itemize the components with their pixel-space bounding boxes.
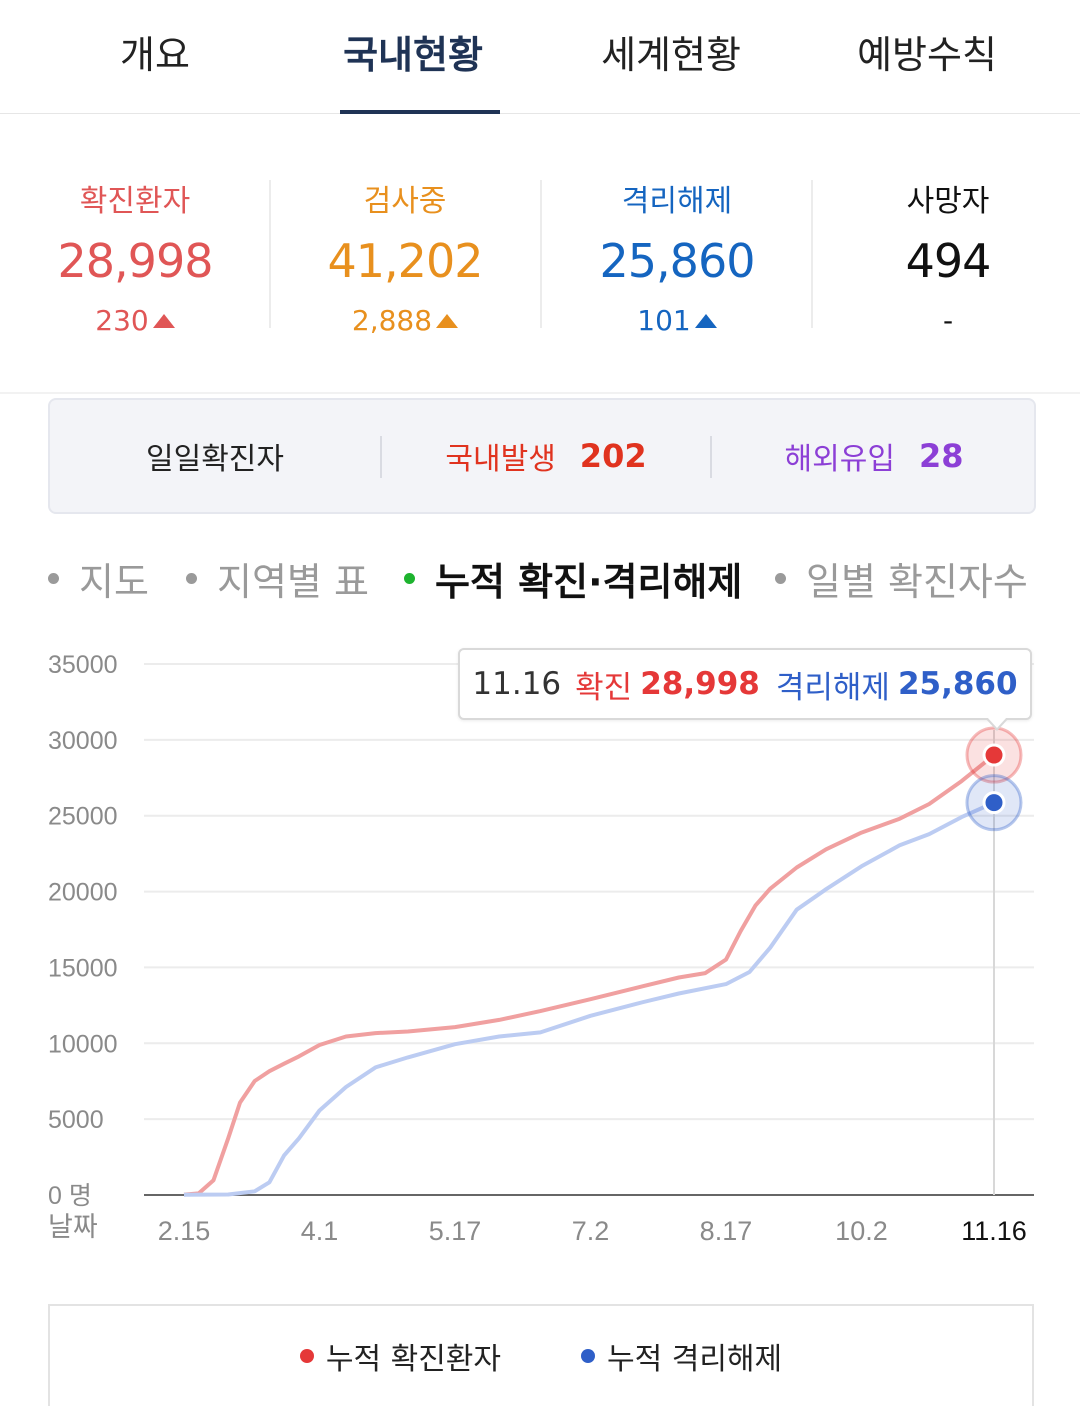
y-tick-label: 30000 (48, 727, 118, 755)
stat-testing-label: 검사중 (363, 184, 447, 219)
stat-testing-value: 41,202 (327, 234, 484, 288)
stat-confirmed-delta: 230 (0, 304, 270, 337)
legend-blue-dot-icon (581, 1349, 595, 1363)
x-tick-label: 11.16 (961, 1216, 1027, 1246)
daily-domestic-value: 202 (579, 437, 647, 475)
legend-red-dot-icon (299, 1349, 314, 1363)
daily-domestic-label: 국내발생 (445, 442, 556, 477)
x-axis-title: 날짜 (48, 1212, 98, 1243)
x-tick-label: 8.17 (700, 1216, 753, 1246)
stat-confirmed: 확진환자 28,998 230 (0, 150, 270, 350)
legend-released-label: 누적 격리해제 (607, 1342, 783, 1377)
stat-released-value: 25,860 (599, 234, 756, 288)
stat-deaths-delta-value: - (942, 304, 954, 337)
stat-released-delta: 101 (542, 304, 812, 337)
bullet-icon (775, 572, 786, 584)
chart-tab-bar: 지도 지역별 표 누적 확진·격리해제 일별 확진자수 (0, 548, 1080, 608)
chart-tab-region-table-label: 지역별 표 (217, 559, 369, 604)
cumulative-line-chart[interactable]: 0 명 5000 10000 15000 20000 25000 30000 35000 날짜 2… (0, 630, 1080, 1270)
up-arrow-icon (152, 313, 175, 328)
bullet-icon (186, 572, 197, 584)
stat-released-label: 격리해제 (621, 184, 733, 219)
chart-tab-map[interactable]: 지도 (48, 548, 149, 608)
stat-confirmed-delta-value: 230 (95, 304, 149, 337)
daily-title: 일일확진자 (146, 442, 284, 477)
chart-tab-map-label: 지도 (79, 559, 149, 604)
tab-overview-label: 개요 (120, 32, 190, 77)
tab-world[interactable]: 세계현황 (536, 0, 806, 114)
divider (811, 180, 813, 328)
stat-confirmed-label: 확진환자 (79, 184, 191, 219)
y-tick-label: 15000 (48, 954, 118, 982)
chart-tab-cumulative[interactable]: 누적 확진·격리해제 (404, 548, 742, 608)
y-tick-label: 0 명 (48, 1182, 92, 1210)
tooltip-arrow-fill (987, 717, 1007, 728)
released-series-line (183, 800, 995, 1197)
released-end-marker (982, 791, 1006, 815)
divider (380, 436, 382, 478)
y-tick-label: 10000 (48, 1030, 118, 1058)
tab-prevention-label: 예방수칙 (857, 32, 997, 77)
x-tick-label: 2.15 (158, 1216, 211, 1246)
bullet-icon (404, 572, 415, 584)
legend-item-released[interactable]: 누적 격리해제 (581, 1334, 782, 1378)
stat-deaths-delta: - (813, 304, 1080, 337)
stat-deaths: 사망자 494 - (813, 150, 1080, 350)
stat-released: 격리해제 25,860 101 (542, 150, 812, 350)
confirmed-end-marker (982, 743, 1006, 767)
tab-domestic[interactable]: 국내현황 (278, 0, 548, 114)
y-tick-label: 25000 (48, 803, 118, 831)
divider (710, 436, 712, 478)
tab-domestic-label: 국내현황 (343, 32, 483, 77)
stat-testing: 검사중 41,202 2,888 (270, 150, 540, 350)
daily-domestic: 국내발생 202 (382, 400, 710, 512)
stat-testing-delta: 2,888 (270, 304, 540, 337)
daily-overseas-label: 해외유입 (784, 442, 895, 477)
legend-item-confirmed[interactable]: 누적 확진환자 (299, 1334, 501, 1378)
chart-tab-daily[interactable]: 일별 확진자수 (775, 548, 1028, 608)
stat-testing-delta-value: 2,888 (351, 304, 433, 337)
tab-world-label: 세계현황 (601, 32, 741, 77)
chart-legend: 누적 확진환자 누적 격리해제 (48, 1304, 1034, 1406)
y-tick-label: 20000 (48, 879, 118, 907)
tooltip-released-value: 25,860 (897, 666, 1018, 702)
legend-confirmed-label: 누적 확진환자 (325, 1342, 501, 1377)
tooltip-date: 11.16 (472, 666, 562, 702)
stat-deaths-label: 사망자 (906, 184, 990, 219)
y-tick-label: 5000 (48, 1106, 104, 1134)
chart-tab-region-table[interactable]: 지역별 표 (186, 548, 369, 608)
stats-summary: 확진환자 28,998 230 검사중 41,202 2,888 격리해제 25… (0, 150, 1080, 350)
y-tick-label: 35000 (48, 651, 118, 679)
stat-released-delta-value: 101 (637, 304, 691, 337)
x-tick-label: 4.1 (301, 1216, 339, 1246)
tab-overview[interactable]: 개요 (20, 0, 290, 114)
stat-confirmed-value: 28,998 (57, 234, 214, 288)
daily-overseas-value: 28 (918, 437, 964, 475)
stat-deaths-value: 494 (905, 234, 992, 288)
chart-tooltip: 11.16 확진 28,998 격리해제 25,860 (458, 648, 1032, 720)
x-tick-label: 7.2 (572, 1216, 610, 1246)
section-divider (0, 392, 1080, 394)
up-arrow-icon (436, 313, 459, 328)
x-tick-label: 10.2 (835, 1216, 888, 1246)
daily-overseas: 해외유입 28 (712, 400, 1036, 512)
x-tick-label: 5.17 (429, 1216, 482, 1246)
divider (540, 180, 542, 328)
confirmed-series-line (183, 753, 996, 1197)
tab-prevention[interactable]: 예방수칙 (792, 0, 1062, 114)
divider (269, 180, 271, 328)
chart-tab-daily-label: 일별 확진자수 (806, 559, 1028, 604)
chart-tab-cumulative-label: 누적 확진·격리해제 (435, 559, 743, 604)
tooltip-confirmed-value: 28,998 (640, 666, 760, 702)
tooltip-confirmed-label: 확진 (575, 669, 633, 706)
bullet-icon (48, 572, 59, 584)
tooltip-released-label: 격리해제 (775, 669, 890, 706)
daily-cases-box: 일일확진자 국내발생 202 해외유입 28 (48, 398, 1036, 514)
up-arrow-icon (694, 313, 717, 328)
top-tab-bar: 개요 국내현황 세계현황 예방수칙 (0, 0, 1080, 114)
